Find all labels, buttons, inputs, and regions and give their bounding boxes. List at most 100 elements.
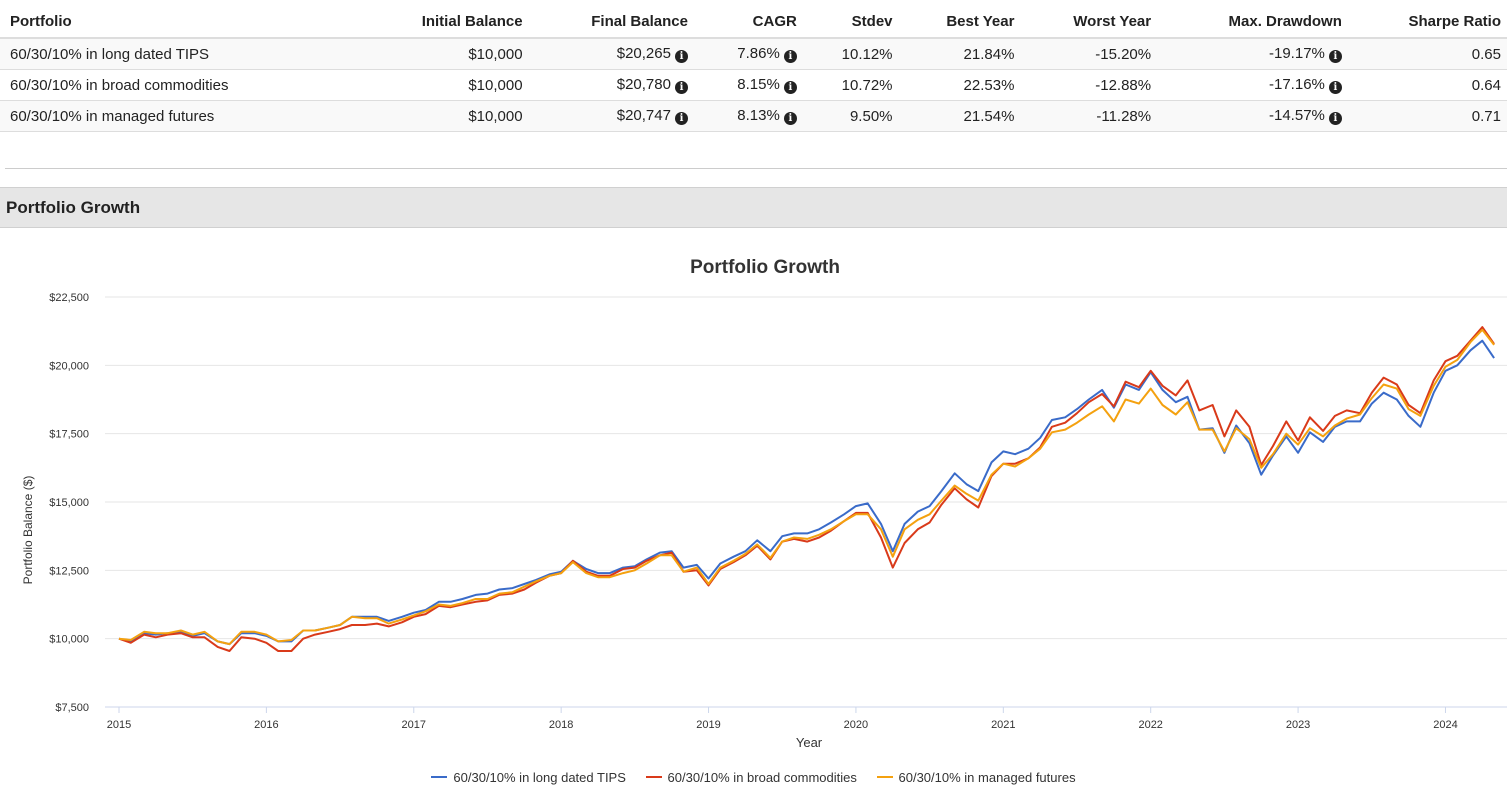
initial-balance: $10,000 — [356, 69, 529, 101]
table-header-row: Portfolio Initial Balance Final Balance … — [0, 5, 1507, 39]
section-title: Portfolio Growth — [6, 198, 141, 217]
cagr-cell: 8.13% i — [693, 100, 803, 132]
info-circle-icon[interactable]: i — [783, 112, 797, 125]
legend-swatch-tips — [431, 776, 448, 778]
legend-label-tips: 60/30/10% in long dated TIPS — [453, 770, 626, 785]
info-circle-icon[interactable]: i — [674, 112, 688, 125]
header-worst-year[interactable]: Worst Year — [1020, 5, 1158, 39]
legend-swatch-managed-futures — [876, 776, 893, 778]
table-row: 60/30/10% in managed futures $10,000 $20… — [0, 100, 1507, 132]
stdev: 9.50% — [802, 100, 899, 132]
info-circle-icon[interactable]: i — [674, 81, 688, 94]
y-tick-label: $17,500 — [49, 429, 89, 441]
y-tick-label: $15,000 — [49, 497, 89, 509]
legend-label-managed-futures: 60/30/10% in managed futures — [898, 770, 1076, 785]
x-tick-label: 2016 — [254, 719, 278, 731]
worst-year: -12.88% — [1020, 69, 1158, 101]
x-tick-label: 2020 — [844, 719, 868, 731]
table-row: 60/30/10% in broad commodities $10,000 $… — [0, 69, 1507, 101]
portfolio-name: 60/30/10% in long dated TIPS — [0, 38, 357, 70]
table-row: 60/30/10% in long dated TIPS $10,000 $20… — [0, 38, 1507, 70]
final-balance-cell: $20,265 i — [528, 38, 694, 70]
header-initial-balance[interactable]: Initial Balance — [356, 5, 529, 39]
x-tick-label: 2023 — [1286, 719, 1310, 731]
max-drawdown-cell: -19.17% i — [1157, 38, 1348, 70]
info-circle-icon[interactable]: i — [783, 81, 797, 94]
max-drawdown: -14.57% — [1269, 107, 1325, 124]
worst-year: -15.20% — [1020, 38, 1158, 70]
cagr-cell: 8.15% i — [693, 69, 803, 101]
initial-balance: $10,000 — [356, 100, 529, 132]
worst-year: -11.28% — [1020, 100, 1158, 132]
cagr: 8.15% — [737, 76, 780, 93]
x-tick-label: 2018 — [549, 719, 573, 731]
header-final-balance[interactable]: Final Balance — [528, 5, 694, 39]
portfolio-growth-chart: Portfolio Growth $7,500 $10,000 $12,500 $15… — [21, 257, 1507, 750]
stdev: 10.72% — [802, 69, 899, 101]
stdev: 10.12% — [802, 38, 899, 70]
max-drawdown: -19.17% — [1269, 45, 1325, 62]
section-header: Portfolio Growth — [0, 187, 1507, 228]
cagr: 7.86% — [737, 45, 780, 62]
cagr: 8.13% — [737, 107, 780, 124]
final-balance: $20,265 — [616, 45, 671, 62]
header-sharpe-ratio[interactable]: Sharpe Ratio — [1347, 5, 1507, 39]
info-circle-icon[interactable]: i — [1328, 81, 1342, 94]
y-tick-label: $7,500 — [55, 702, 89, 714]
final-balance-cell: $20,780 i — [528, 69, 694, 101]
x-tick-label: 2019 — [696, 719, 720, 731]
final-balance-cell: $20,747 i — [528, 100, 694, 132]
final-balance: $20,747 — [616, 107, 671, 124]
x-tick-label: 2017 — [402, 719, 426, 731]
y-tick-label: $12,500 — [49, 565, 89, 577]
y-tick-label: $10,000 — [49, 634, 89, 646]
header-stdev[interactable]: Stdev — [802, 5, 899, 39]
max-drawdown-cell: -14.57% i — [1157, 100, 1348, 132]
x-tick-label: 2021 — [991, 719, 1015, 731]
final-balance: $20,780 — [616, 76, 671, 93]
x-tick-label: 2015 — [107, 719, 131, 731]
series-line-managed-futures[interactable] — [118, 328, 1495, 646]
max-drawdown-cell: -17.16% i — [1157, 69, 1348, 101]
x-axis-label: Year — [796, 735, 823, 750]
sharpe-ratio: 0.65 — [1347, 38, 1507, 70]
y-tick-label: $22,500 — [49, 292, 89, 304]
info-circle-icon[interactable]: i — [1328, 112, 1342, 125]
max-drawdown: -17.16% — [1269, 76, 1325, 93]
header-cagr[interactable]: CAGR — [693, 5, 803, 39]
info-circle-icon[interactable]: i — [674, 50, 688, 63]
y-tick-label: $20,000 — [49, 360, 89, 372]
sharpe-ratio: 0.64 — [1347, 69, 1507, 101]
cagr-cell: 7.86% i — [693, 38, 803, 70]
chart-series — [118, 326, 1495, 652]
portfolio-name: 60/30/10% in managed futures — [0, 100, 357, 132]
best-year: 22.53% — [898, 69, 1021, 101]
series-line-commodities[interactable] — [118, 326, 1495, 652]
legend-label-commodities: 60/30/10% in broad commodities — [667, 770, 857, 785]
legend-swatch-commodities — [645, 776, 662, 778]
section-divider — [5, 168, 1507, 169]
legend-item-commodities[interactable]: 60/30/10% in broad commodities — [645, 770, 857, 785]
legend-item-tips[interactable]: 60/30/10% in long dated TIPS — [431, 770, 626, 785]
best-year: 21.84% — [898, 38, 1021, 70]
portfolio-name: 60/30/10% in broad commodities — [0, 69, 357, 101]
header-portfolio[interactable]: Portfolio — [0, 5, 357, 39]
series-line-tips[interactable] — [118, 339, 1495, 646]
info-circle-icon[interactable]: i — [1328, 50, 1342, 63]
x-tick-label: 2022 — [1138, 719, 1162, 731]
portfolio-summary-table: Portfolio Initial Balance Final Balance … — [0, 5, 1507, 132]
info-circle-icon[interactable]: i — [783, 50, 797, 63]
best-year: 21.54% — [898, 100, 1021, 132]
chart-legend: 60/30/10% in long dated TIPS 60/30/10% i… — [0, 770, 1507, 785]
legend-item-managed-futures[interactable]: 60/30/10% in managed futures — [876, 770, 1076, 785]
sharpe-ratio: 0.71 — [1347, 100, 1507, 132]
header-max-drawdown[interactable]: Max. Drawdown — [1157, 5, 1348, 39]
x-axis-ticks: 2015 2016 2017 2018 2019 2020 2021 2022 2023 2024 — [107, 707, 1458, 731]
chart-title: Portfolio Growth — [690, 257, 840, 278]
y-axis-ticks: $7,500 $10,000 $12,500 $15,000 $17,500 $20,00… — [49, 292, 89, 714]
y-axis-label: Portfolio Balance ($) — [21, 476, 35, 585]
chart-grid — [105, 296, 1507, 640]
header-best-year[interactable]: Best Year — [898, 5, 1021, 39]
x-tick-label: 2024 — [1433, 719, 1457, 731]
initial-balance: $10,000 — [356, 38, 529, 70]
